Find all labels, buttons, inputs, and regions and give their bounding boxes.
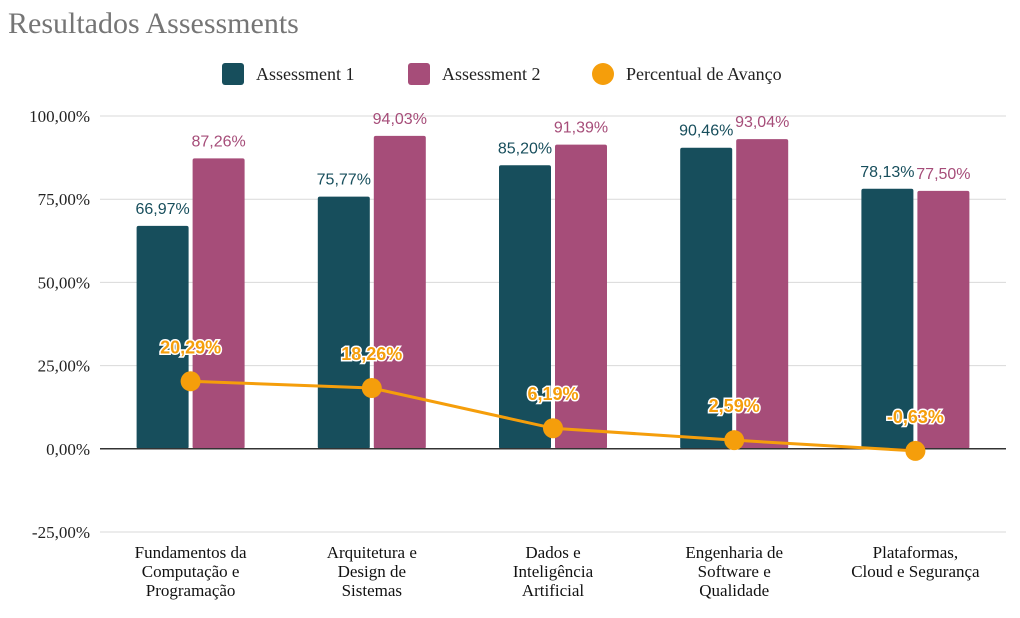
bar-2-5 (917, 190, 970, 449)
bar-1-2 (317, 196, 370, 449)
x-category-label-2: Arquitetura e (327, 543, 417, 562)
bar-1-1 (136, 225, 189, 449)
bar-1-label-3: 85,20% (498, 140, 552, 157)
y-tick-label: 75,00% (38, 190, 90, 209)
x-category-label-1: Fundamentos da (135, 543, 247, 562)
legend-label-1: Assessment 1 (256, 64, 355, 84)
x-category-label-5: Cloud e Segurança (851, 562, 980, 581)
bar-1-label-5: 78,13% (860, 164, 914, 181)
bar-2-label-5: 77,50% (916, 166, 970, 183)
legend-swatch-1 (222, 63, 244, 85)
bar-1-label-1: 66,97% (135, 201, 189, 218)
y-tick-label: 50,00% (38, 273, 90, 292)
progress-label-4: 2,59% (709, 396, 760, 416)
y-tick-label: -25,00% (32, 523, 90, 542)
bar-2-label-1: 87,26% (191, 133, 245, 150)
legend-label-2: Assessment 2 (442, 64, 541, 84)
progress-line-series: 20,29% 18,26% 6,19% 2,59% -0,63% (159, 336, 945, 461)
x-category-label-3: Artificial (522, 581, 585, 600)
progress-point-1 (180, 371, 201, 392)
bar-1-label-4: 90,46% (679, 123, 733, 140)
y-axis: 100,00% 75,00% 50,00% 25,00% 0,00% -25,00% (29, 107, 90, 542)
x-category-label-3: Dados e (525, 543, 580, 562)
x-category-label-4: Software e (698, 562, 771, 581)
chart-title: Resultados Assessments (8, 7, 299, 40)
progress-point-4 (724, 430, 745, 451)
progress-label-5: -0,63% (887, 407, 944, 427)
progress-point-3 (543, 418, 563, 439)
x-category-label-1: Computação e (142, 562, 240, 581)
bar-1-4 (680, 147, 733, 449)
legend-swatch-2 (408, 63, 430, 85)
x-category-label-5: Plataformas, (873, 543, 958, 562)
bar-1-5 (861, 188, 914, 449)
x-category-label-4: Qualidade (699, 581, 769, 600)
y-tick-label: 25,00% (38, 357, 90, 376)
progress-point-2 (361, 378, 382, 399)
bar-2-label-3: 91,39% (554, 120, 608, 137)
bars (136, 135, 970, 449)
progress-point-5 (905, 440, 926, 461)
x-category-label-1: Programação (146, 581, 236, 600)
bar-2-label-2: 94,03% (373, 111, 427, 128)
gridlines (100, 115, 1006, 533)
bar-2-label-4: 93,04% (735, 114, 789, 131)
progress-label-3: 6,19% (527, 384, 578, 404)
bar-1-3 (499, 165, 551, 449)
progress-label-1: 20,29% (160, 337, 221, 357)
y-tick-label: 0,00% (46, 440, 90, 459)
bar-2-1 (192, 158, 245, 449)
x-category-label-3: Inteligência (513, 562, 594, 581)
legend-label-3: Percentual de Avanço (626, 64, 782, 84)
bar-data-labels: 66,97% 75,77% 85,20% 90,46% 78,13% 87,26% 94,0… (135, 111, 970, 218)
bar-2-4 (736, 139, 789, 449)
x-category-label-2: Design de (338, 562, 406, 581)
y-tick-label: 100,00% (29, 107, 90, 126)
legend-swatch-3 (592, 63, 614, 85)
bar-2-3 (555, 144, 607, 449)
bar-2-2 (373, 135, 426, 449)
bar-1-label-2: 75,77% (317, 172, 371, 189)
x-category-label-2: Sistemas (342, 581, 402, 600)
x-category-label-4: Engenharia de (685, 543, 783, 562)
progress-label-2: 18,26% (341, 344, 402, 364)
legend: Assessment 1 Assessment 2 Percentual de Av… (222, 63, 782, 85)
